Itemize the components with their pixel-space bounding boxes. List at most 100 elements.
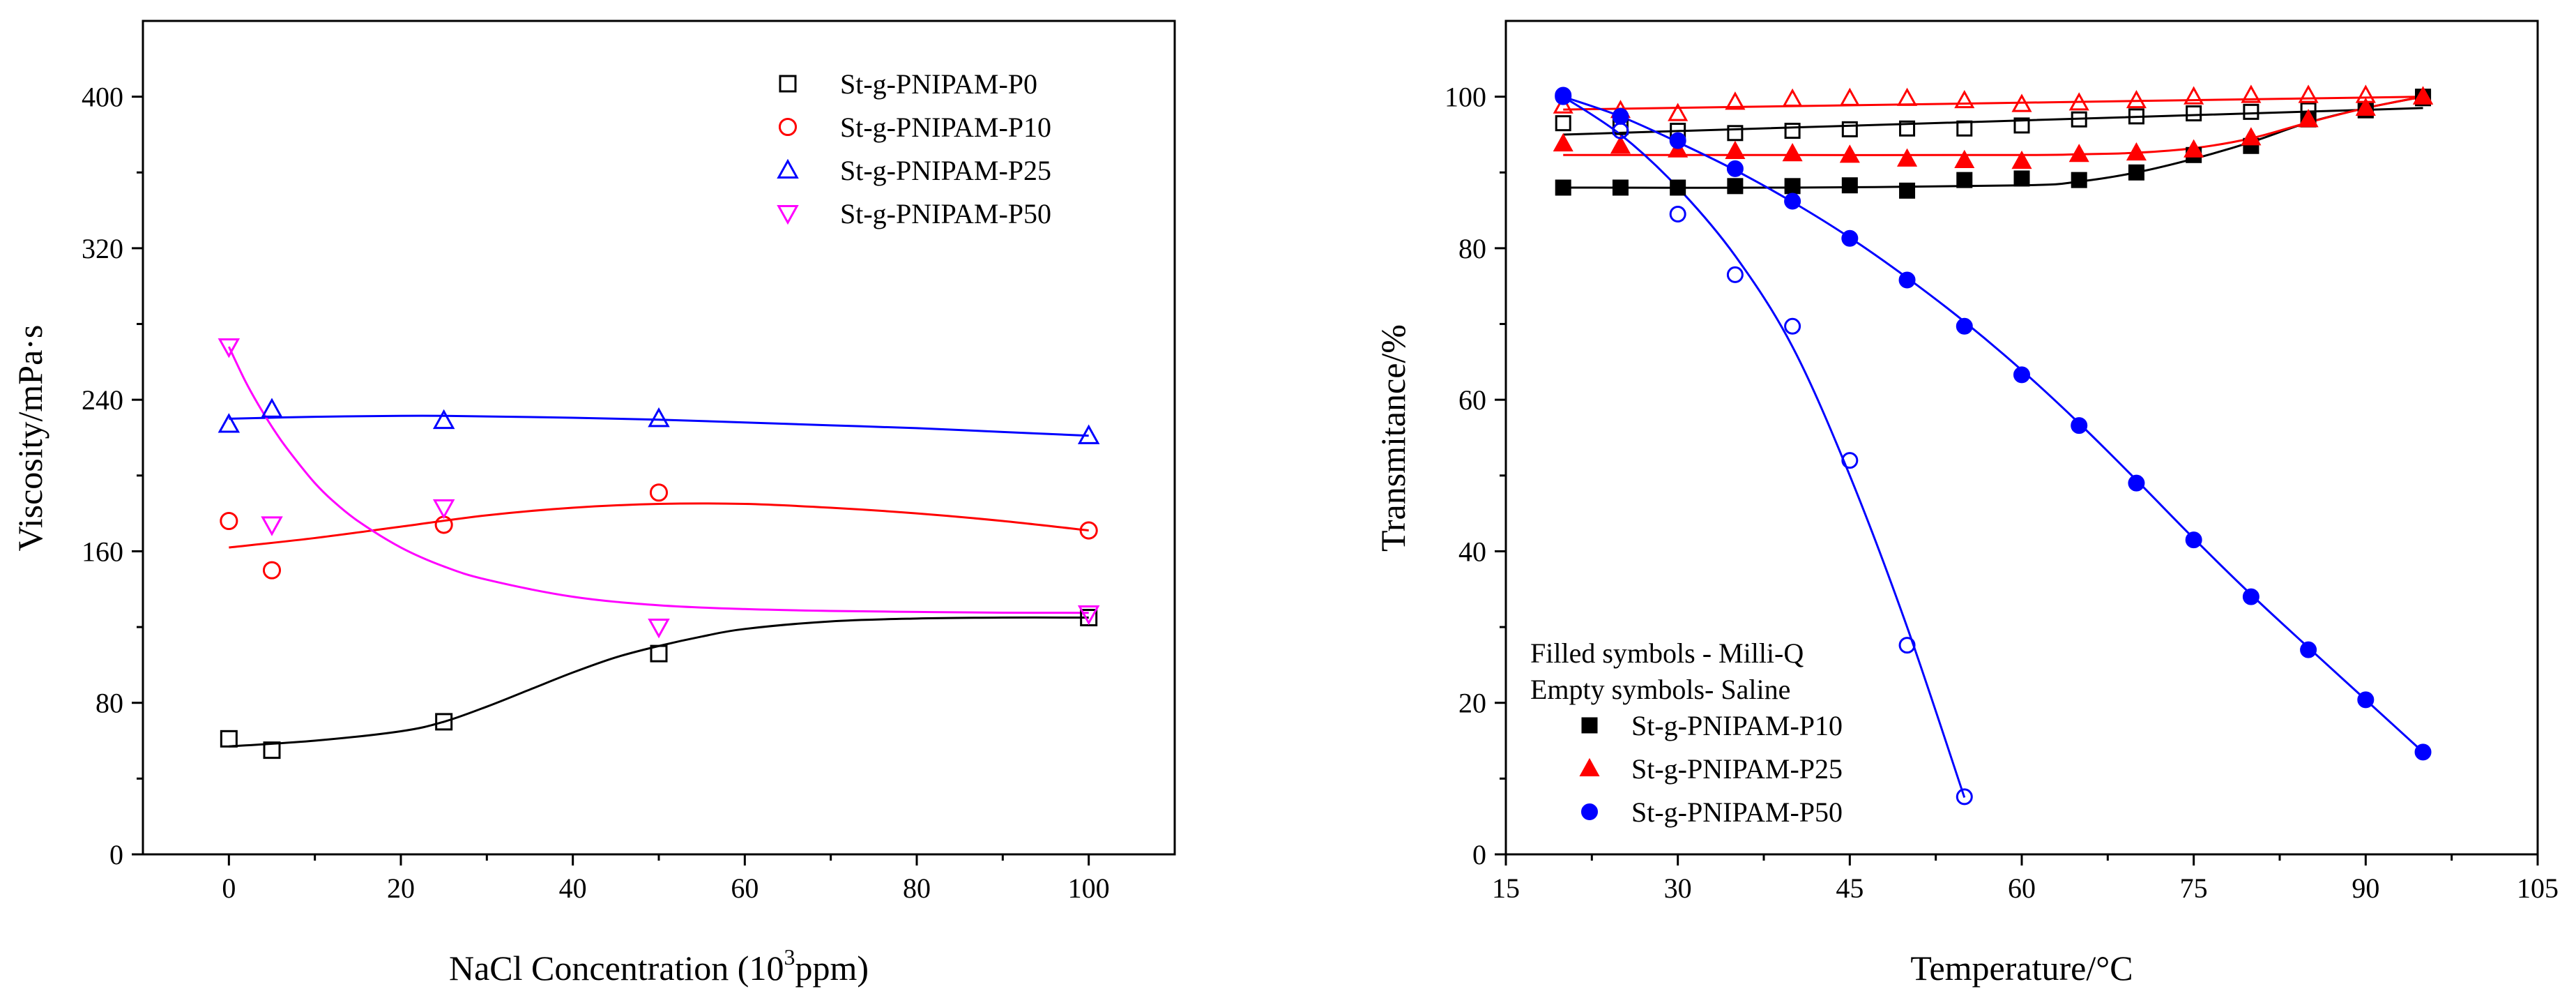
filled-point-st-g-pnipam-p10	[2013, 170, 2030, 187]
empty-point-st-g-pnipam-p10	[2128, 108, 2144, 125]
filled-point-st-g-pnipam-p10	[1670, 179, 1686, 196]
empty-point-st-g-pnipam-p25	[2241, 84, 2262, 103]
legend-marker-st-g-pnipam-p50	[777, 204, 799, 225]
fit-curve-st-g-pnipam-p10	[229, 502, 1089, 549]
empty-point-st-g-pnipam-p50	[1956, 788, 1973, 806]
point-st-g-pnipam-p0	[263, 741, 281, 760]
point-st-g-pnipam-p10	[262, 561, 282, 580]
left-x-tick-label: 20	[387, 872, 415, 904]
left-y-tick-label: 0	[109, 839, 123, 870]
filled-point-st-g-pnipam-p50	[2071, 417, 2088, 435]
filled-point-st-g-pnipam-p25	[1782, 143, 1803, 162]
point-st-g-pnipam-p50	[432, 499, 455, 520]
right-x-tick-label: 90	[2352, 872, 2379, 904]
legend-marker-st-g-pnipam-p50	[1581, 803, 1598, 820]
filled-point-st-g-pnipam-p10	[1555, 179, 1571, 196]
filled-point-st-g-pnipam-p25	[1897, 148, 1918, 167]
empty-point-st-g-pnipam-p10	[2243, 103, 2259, 120]
right-x-tick-label: 60	[2008, 872, 2036, 904]
empty-point-st-g-pnipam-p25	[1839, 87, 1860, 106]
point-st-g-pnipam-p0	[435, 713, 453, 731]
empty-point-st-g-pnipam-p25	[1553, 95, 1573, 114]
left-y-tick-label: 80	[96, 688, 123, 719]
legend-marker-st-g-pnipam-p25	[777, 158, 799, 179]
legend-label-st-g-pnipam-p10: St-g-PNIPAM-P10	[1631, 710, 1843, 741]
empty-point-st-g-pnipam-p50	[1784, 317, 1801, 335]
right-x-tick-label: 30	[1664, 872, 1692, 904]
empty-point-st-g-pnipam-p10	[2013, 117, 2030, 134]
empty-point-st-g-pnipam-p25	[1782, 88, 1803, 107]
filled-point-st-g-pnipam-p25	[1553, 133, 1573, 152]
point-st-g-pnipam-p25	[1077, 424, 1100, 444]
left-x-tick-label: 60	[731, 872, 759, 904]
fit-curve-st-g-pnipam-p0	[229, 616, 1089, 748]
filled-point-st-g-pnipam-p50	[1555, 88, 1572, 105]
left-y-tick-label: 240	[82, 384, 123, 416]
filled-point-st-g-pnipam-p10	[1784, 178, 1801, 195]
filled-point-st-g-pnipam-p25	[1954, 149, 1975, 168]
filled-point-st-g-pnipam-p50	[2414, 743, 2432, 761]
empty-point-st-g-pnipam-p25	[1668, 103, 1689, 121]
empty-point-st-g-pnipam-p10	[1841, 121, 1858, 137]
legend-marker-st-g-pnipam-p10	[1581, 717, 1598, 734]
filled-point-st-g-pnipam-p10	[1956, 172, 1973, 188]
empty-point-st-g-pnipam-p50	[1898, 637, 1916, 654]
filled-point-st-g-pnipam-p25	[1725, 140, 1746, 159]
right-x-tick-label: 45	[1836, 872, 1864, 904]
point-st-g-pnipam-p0	[650, 644, 668, 663]
legend-label-st-g-pnipam-p50: St-g-PNIPAM-P50	[840, 198, 1051, 229]
legend-note-1: Filled symbols - Milli-Q	[1530, 637, 1804, 669]
point-st-g-pnipam-p10	[220, 511, 238, 531]
legend-marker-st-g-pnipam-p10	[778, 117, 798, 137]
point-st-g-pnipam-p10	[649, 483, 669, 502]
point-st-g-pnipam-p50	[648, 619, 670, 639]
filled-point-st-g-pnipam-p50	[1841, 229, 1859, 247]
filled-point-st-g-pnipam-p50	[1612, 107, 1629, 125]
filled-point-st-g-pnipam-p50	[1956, 317, 1973, 335]
empty-point-st-g-pnipam-p25	[2183, 86, 2204, 105]
fit-empty-curve-st-g-pnipam-p10	[1563, 107, 2423, 136]
filled-point-st-g-pnipam-p10	[1899, 182, 1916, 199]
legend-label-st-g-pnipam-p10: St-g-PNIPAM-P10	[840, 112, 1051, 143]
point-st-g-pnipam-p10	[1079, 521, 1098, 540]
legend-label-st-g-pnipam-p50: St-g-PNIPAM-P50	[1631, 796, 1843, 828]
filled-point-st-g-pnipam-p25	[2068, 144, 2089, 163]
legend-label-st-g-pnipam-p25: St-g-PNIPAM-P25	[840, 155, 1051, 186]
point-st-g-pnipam-p0	[220, 730, 238, 748]
point-st-g-pnipam-p0	[1080, 609, 1098, 627]
legend-note-2: Empty symbols- Saline	[1530, 674, 1790, 705]
filled-point-st-g-pnipam-p10	[1612, 179, 1629, 196]
empty-point-st-g-pnipam-p10	[2186, 105, 2202, 122]
empty-point-st-g-pnipam-p25	[2298, 84, 2319, 103]
filled-point-st-g-pnipam-p50	[2013, 366, 2030, 384]
filled-point-st-g-pnipam-p10	[2071, 172, 2087, 188]
empty-point-st-g-pnipam-p10	[1784, 123, 1801, 139]
viscosity-chart: 0 20 40 60 80 100 0 80 160 240 320 400 St-g-PNIPAM-…	[10, 20, 1176, 988]
filled-point-st-g-pnipam-p25	[2413, 86, 2434, 105]
left-plot-frame	[142, 20, 1176, 856]
point-st-g-pnipam-p10	[434, 515, 453, 534]
right-x-tick-label: 105	[2517, 872, 2559, 904]
left-x-tick-label: 40	[559, 872, 587, 904]
point-st-g-pnipam-p50	[1077, 605, 1100, 626]
fit-filled-curve-st-g-pnipam-p10	[1563, 96, 2423, 189]
empty-point-st-g-pnipam-p25	[2011, 93, 2032, 112]
filled-point-st-g-pnipam-p50	[2300, 641, 2317, 658]
transmitance-chart: 15 30 45 60 75 90 105 0 20 40 60 80 100 Filled symbo…	[1373, 20, 2559, 988]
fit-empty-curve-st-g-pnipam-p50	[1562, 96, 1966, 798]
empty-point-st-g-pnipam-p25	[2068, 92, 2089, 111]
filled-point-st-g-pnipam-p25	[2355, 97, 2376, 116]
filled-point-st-g-pnipam-p25	[2183, 139, 2204, 158]
legend-marker-st-g-pnipam-p25	[1579, 757, 1600, 777]
filled-point-st-g-pnipam-p25	[2126, 142, 2147, 161]
empty-point-st-g-pnipam-p50	[1669, 206, 1686, 223]
filled-point-st-g-pnipam-p50	[1898, 271, 1916, 289]
filled-point-st-g-pnipam-p50	[1784, 192, 1801, 210]
filled-point-st-g-pnipam-p25	[1610, 135, 1631, 154]
left-x-tick-label: 80	[903, 872, 931, 904]
empty-point-st-g-pnipam-p25	[1954, 89, 1975, 109]
filled-point-st-g-pnipam-p50	[2357, 691, 2375, 709]
filled-point-st-g-pnipam-p50	[2242, 588, 2259, 605]
filled-point-st-g-pnipam-p25	[2241, 127, 2262, 146]
filled-point-st-g-pnipam-p10	[1727, 178, 1744, 195]
